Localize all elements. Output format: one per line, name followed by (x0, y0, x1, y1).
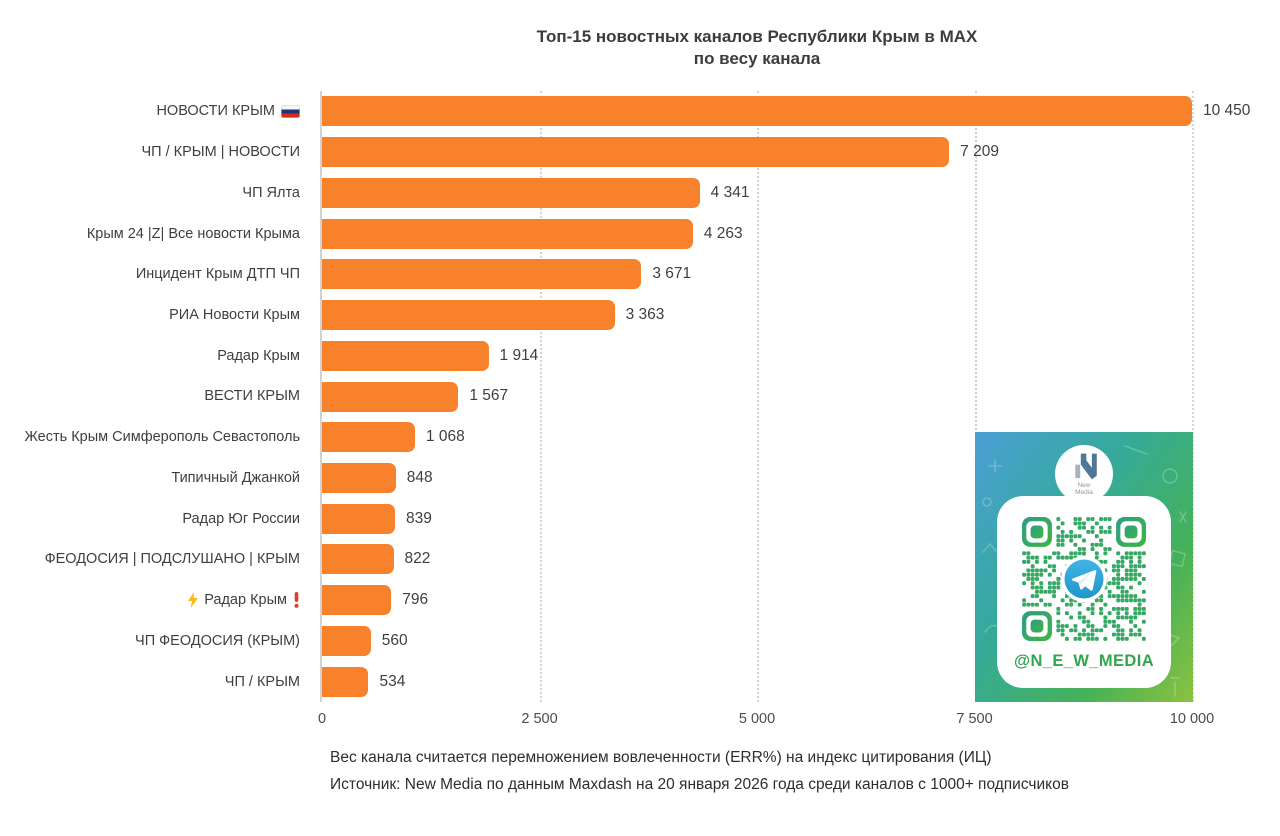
new-media-n-icon (1074, 453, 1097, 479)
category-label-text: РИА Новости Крым (169, 307, 300, 323)
bar (322, 503, 395, 534)
category-label-text: Жесть Крым Симферополь Севастополь (24, 429, 300, 446)
footnotes: Вес канала считается перемножением вовле… (330, 744, 1069, 798)
category-label: ЧП ФЕОДОСИЯ (КРЫМ) (0, 620, 300, 661)
qr-code (1022, 517, 1146, 641)
qr-card: @N_E_W_MEDIA (997, 496, 1171, 688)
telegram-icon (1060, 555, 1108, 603)
category-label-text: ФЕОДОСИЯ | ПОДСЛУШАНО | КРЫМ (44, 551, 300, 568)
bar (322, 177, 700, 208)
lightning-icon (188, 592, 199, 609)
bar (322, 422, 415, 453)
gridline (757, 91, 759, 702)
bar (322, 462, 396, 493)
value-label: 796 (402, 591, 429, 609)
category-label: Инцидент Крым ДТП ЧП (0, 254, 300, 295)
category-label: Радар Юг России (0, 498, 300, 539)
bar (322, 137, 950, 168)
value-label: 822 (404, 550, 431, 568)
new-media-logo: New Media (1055, 445, 1113, 503)
value-label: 3 363 (625, 306, 665, 323)
value-label: 1 914 (499, 346, 539, 364)
category-label-text: Типичный Джанкой (171, 469, 300, 486)
value-label: 839 (405, 509, 432, 527)
category-label-text: ВЕСТИ КРЫМ (204, 388, 300, 405)
bar (322, 340, 489, 371)
footnote-source: Источник: New Media по данным Maxdash на… (330, 776, 1069, 793)
chart-title: Топ-15 новостных каналов Республики Крым… (322, 26, 1192, 70)
category-label: РИА Новости Крым (0, 295, 300, 336)
value-label: 1 567 (469, 387, 509, 405)
category-label: Типичный Джанкой (0, 458, 300, 499)
bar (322, 625, 371, 656)
bar (322, 544, 394, 575)
category-label-text: Крым 24 |Z| Все новости Крыма (86, 225, 300, 242)
bar (322, 218, 693, 249)
category-label: НОВОСТИ КРЫМ (0, 91, 300, 132)
category-label-text: Радар Крым (217, 347, 300, 364)
category-label-text: Радар Юг России (182, 510, 300, 527)
x-tick-label: 0 (317, 711, 327, 727)
category-label-text: ЧП ФЕОДОСИЯ (КРЫМ) (135, 632, 300, 649)
chart-title-line1: Топ-15 новостных каналов Республики Крым… (536, 27, 978, 46)
category-label: ЧП / КРЫМ (0, 661, 300, 702)
gridline (974, 91, 977, 702)
gridline (539, 91, 542, 702)
value-label: 560 (381, 631, 408, 649)
bar (322, 585, 392, 616)
category-label: ЧП / КРЫМ | НОВОСТИ (0, 132, 300, 173)
qr-handle: @N_E_W_MEDIA (1013, 652, 1155, 670)
value-label: 534 (379, 672, 406, 690)
new-media-logo-text: New Media (1075, 482, 1093, 497)
logo-text-line1: New (1077, 481, 1091, 489)
logo-text-line2: Media (1075, 489, 1093, 496)
gridline (1192, 91, 1194, 702)
value-label: 3 671 (652, 265, 692, 283)
category-label: Радар Крым (0, 580, 300, 621)
category-label: ЧП Ялта (0, 172, 300, 213)
category-label-text: ЧП / КРЫМ (224, 673, 300, 690)
bar (322, 381, 459, 412)
category-label-text: Инцидент Крым ДТП ЧП (135, 266, 300, 283)
bar (322, 300, 615, 331)
value-label: 848 (406, 468, 433, 486)
category-label-text: Радар Крым (204, 592, 287, 609)
x-tick-label: 2 500 (521, 711, 558, 727)
bar (322, 259, 642, 290)
category-label: Крым 24 |Z| Все новости Крыма (0, 213, 300, 254)
value-label: 10 450 (1203, 102, 1251, 120)
category-label: ФЕОДОСИЯ | ПОДСЛУШАНО | КРЫМ (0, 539, 300, 580)
bar (322, 666, 369, 697)
chart-title-line2: по весу канала (693, 49, 821, 68)
x-tick-label: 5 000 (738, 711, 776, 727)
category-label: Жесть Крым Симферополь Севастополь (0, 417, 300, 458)
category-label-text: НОВОСТИ КРЫМ (156, 103, 275, 120)
category-label-text: ЧП Ялта (242, 184, 300, 201)
value-label: 7 209 (960, 143, 999, 161)
red-exclamation-icon (294, 592, 299, 608)
value-label: 4 341 (710, 183, 750, 201)
x-tick-label: 7 500 (956, 711, 993, 727)
footnote-methodology: Вес канала считается перемножением вовле… (330, 749, 992, 766)
value-label: 4 263 (703, 224, 743, 242)
category-label: ВЕСТИ КРЫМ (0, 376, 300, 417)
bar (322, 96, 1192, 127)
russia-flag-icon (281, 104, 300, 118)
category-label: Радар Крым (0, 335, 300, 376)
qr-promo-panel: @N_E_W_MEDIA New Media (975, 432, 1193, 702)
value-label: 1 068 (425, 428, 465, 446)
category-label-text: ЧП / КРЫМ | НОВОСТИ (141, 144, 300, 161)
axis-zero-line (320, 91, 322, 702)
x-tick-label: 10 000 (1169, 711, 1215, 727)
